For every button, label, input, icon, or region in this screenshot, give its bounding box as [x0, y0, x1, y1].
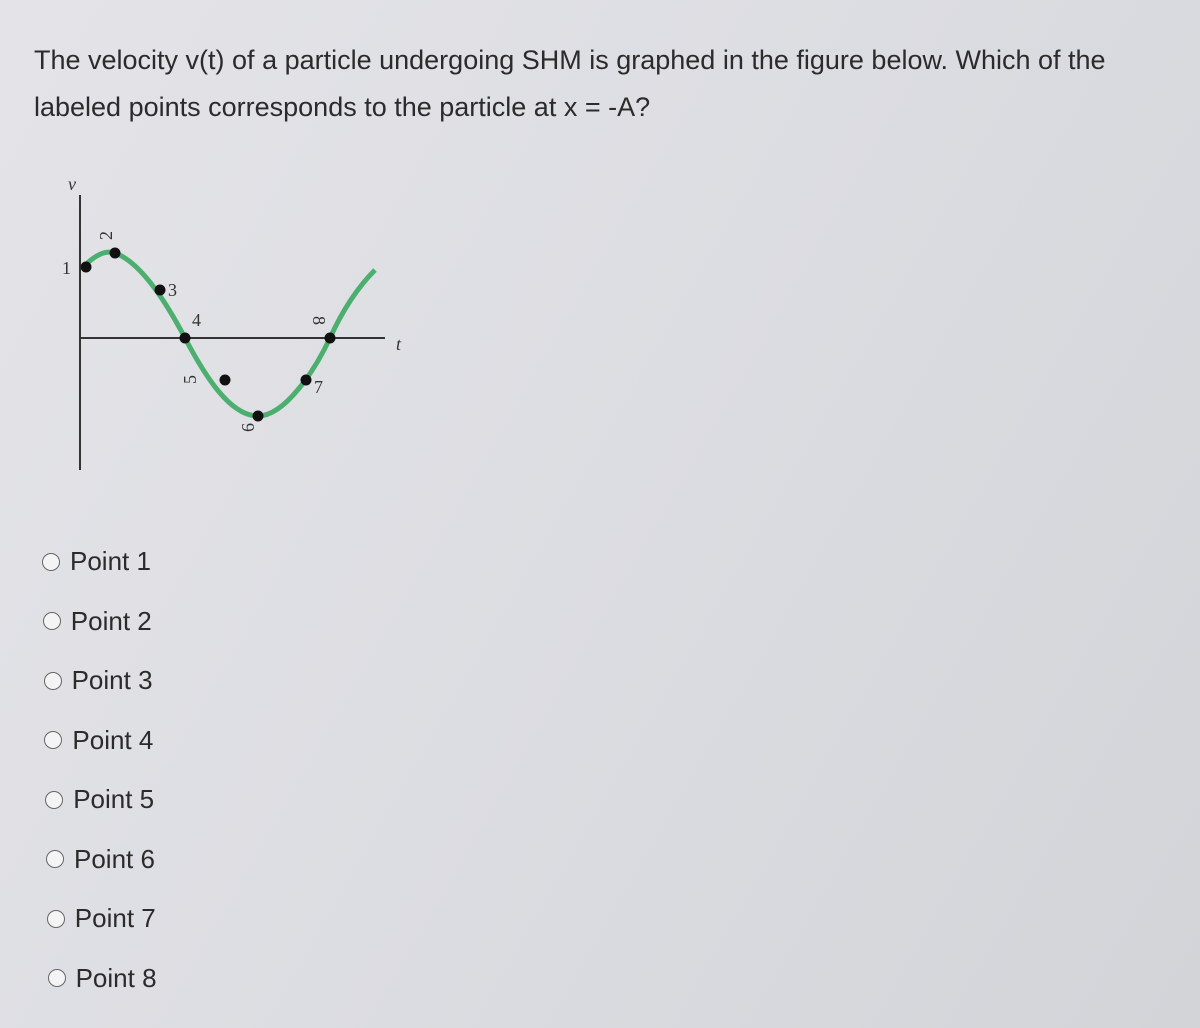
answer-option[interactable]: Point 5 [45, 784, 154, 815]
point-label: 6 [238, 423, 258, 432]
option-label[interactable]: Point 2 [70, 605, 152, 636]
answer-option[interactable]: Point 2 [42, 605, 152, 637]
point-dot [324, 332, 336, 344]
answer-option[interactable]: Point 3 [43, 665, 153, 696]
question-line-2: labeled points corresponds to the partic… [34, 92, 651, 122]
answer-option[interactable]: Point 1 [42, 546, 151, 577]
points [80, 247, 336, 422]
point-dot [80, 261, 92, 273]
point-label: 4 [192, 310, 201, 330]
radio-button[interactable] [43, 671, 62, 690]
option-label[interactable]: Point 1 [70, 546, 151, 576]
option-label[interactable]: Point 6 [74, 843, 155, 874]
option-label[interactable]: Point 5 [73, 784, 155, 814]
radio-button[interactable] [42, 552, 60, 571]
point-dot [109, 247, 121, 259]
point-label: 5 [180, 375, 200, 384]
point-label: 3 [168, 280, 177, 300]
radio-button[interactable] [46, 909, 65, 928]
point-dot [219, 374, 231, 386]
radio-button[interactable] [47, 969, 66, 987]
option-label[interactable]: Point 8 [75, 962, 157, 993]
answer-option[interactable]: Point 8 [47, 962, 157, 994]
point-dot [252, 410, 264, 422]
radio-button[interactable] [44, 731, 63, 749]
option-label[interactable]: Point 4 [72, 724, 154, 755]
velocity-figure: v t 1 2 3 4 5 6 7 8 [62, 174, 402, 470]
radio-button[interactable] [45, 790, 64, 809]
answer-option[interactable]: Point 7 [46, 903, 156, 934]
point-dot [300, 374, 312, 386]
x-axis-label: t [396, 334, 402, 354]
option-label[interactable]: Point 3 [71, 665, 153, 695]
option-label[interactable]: Point 7 [74, 903, 156, 933]
answer-option[interactable]: Point 6 [46, 844, 155, 875]
point-label: 1 [62, 258, 71, 278]
y-axis-label: v [68, 174, 76, 194]
point-label: 2 [96, 231, 116, 240]
answer-option[interactable]: Point 4 [44, 725, 153, 756]
radio-button[interactable] [42, 612, 61, 630]
radio-button[interactable] [46, 850, 64, 868]
point-label: 8 [309, 316, 329, 325]
question-line-1: The velocity v(t) of a particle undergoi… [34, 45, 1106, 75]
point-dot [154, 284, 166, 296]
point-label: 7 [314, 377, 323, 397]
point-dot [179, 332, 191, 344]
